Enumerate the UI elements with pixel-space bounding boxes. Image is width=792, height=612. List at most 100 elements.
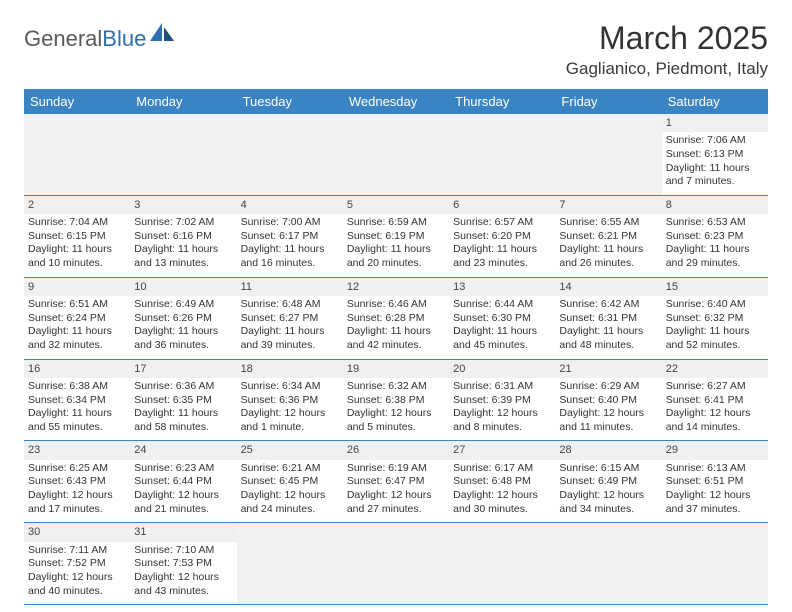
weekday-tue: Tuesday <box>237 89 343 114</box>
day-number: 6 <box>449 196 555 214</box>
calendar-day: 4Sunrise: 7:00 AMSunset: 6:17 PMDaylight… <box>237 196 343 277</box>
sunset-text: Sunset: 6:17 PM <box>241 230 339 244</box>
calendar-body: 1Sunrise: 7:06 AMSunset: 6:13 PMDaylight… <box>24 114 768 605</box>
daylight-text: Daylight: 11 hours and 20 minutes. <box>347 243 445 270</box>
sunset-text: Sunset: 6:48 PM <box>453 475 551 489</box>
sunset-text: Sunset: 6:15 PM <box>28 230 126 244</box>
sunset-text: Sunset: 6:24 PM <box>28 312 126 326</box>
daylight-text: Daylight: 12 hours and 34 minutes. <box>559 489 657 516</box>
daylight-text: Daylight: 11 hours and 39 minutes. <box>241 325 339 352</box>
daylight-text: Daylight: 11 hours and 7 minutes. <box>666 162 764 189</box>
title-block: March 2025 Gaglianico, Piedmont, Italy <box>566 20 768 81</box>
sunrise-text: Sunrise: 6:48 AM <box>241 298 339 312</box>
daylight-text: Daylight: 11 hours and 48 minutes. <box>559 325 657 352</box>
sunrise-text: Sunrise: 6:40 AM <box>666 298 764 312</box>
daylight-text: Daylight: 12 hours and 14 minutes. <box>666 407 764 434</box>
sunset-text: Sunset: 6:30 PM <box>453 312 551 326</box>
day-number: 15 <box>662 278 768 296</box>
sunset-text: Sunset: 6:44 PM <box>134 475 232 489</box>
daylight-text: Daylight: 12 hours and 17 minutes. <box>28 489 126 516</box>
day-number: 26 <box>343 441 449 459</box>
calendar-day-blank <box>662 523 768 604</box>
sunset-text: Sunset: 7:53 PM <box>134 557 232 571</box>
day-number: 13 <box>449 278 555 296</box>
daylight-text: Daylight: 11 hours and 55 minutes. <box>28 407 126 434</box>
sunset-text: Sunset: 6:20 PM <box>453 230 551 244</box>
sunrise-text: Sunrise: 6:44 AM <box>453 298 551 312</box>
calendar-day: 22Sunrise: 6:27 AMSunset: 6:41 PMDayligh… <box>662 360 768 441</box>
sunset-text: Sunset: 6:43 PM <box>28 475 126 489</box>
daylight-text: Daylight: 12 hours and 8 minutes. <box>453 407 551 434</box>
calendar-day: 14Sunrise: 6:42 AMSunset: 6:31 PMDayligh… <box>555 278 661 359</box>
day-number: 30 <box>24 523 130 541</box>
sunrise-text: Sunrise: 6:46 AM <box>347 298 445 312</box>
sunrise-text: Sunrise: 6:34 AM <box>241 380 339 394</box>
sunrise-text: Sunrise: 7:11 AM <box>28 544 126 558</box>
sunrise-text: Sunrise: 6:49 AM <box>134 298 232 312</box>
calendar-week: 2Sunrise: 7:04 AMSunset: 6:15 PMDaylight… <box>24 196 768 278</box>
sunset-text: Sunset: 6:45 PM <box>241 475 339 489</box>
calendar-day: 17Sunrise: 6:36 AMSunset: 6:35 PMDayligh… <box>130 360 236 441</box>
daylight-text: Daylight: 12 hours and 11 minutes. <box>559 407 657 434</box>
daylight-text: Daylight: 11 hours and 23 minutes. <box>453 243 551 270</box>
day-number: 24 <box>130 441 236 459</box>
calendar-day: 24Sunrise: 6:23 AMSunset: 6:44 PMDayligh… <box>130 441 236 522</box>
day-number: 18 <box>237 360 343 378</box>
calendar-week: 16Sunrise: 6:38 AMSunset: 6:34 PMDayligh… <box>24 360 768 442</box>
day-number: 3 <box>130 196 236 214</box>
day-number: 11 <box>237 278 343 296</box>
daylight-text: Daylight: 11 hours and 10 minutes. <box>28 243 126 270</box>
sunset-text: Sunset: 6:19 PM <box>347 230 445 244</box>
daylight-text: Daylight: 11 hours and 29 minutes. <box>666 243 764 270</box>
sunrise-text: Sunrise: 7:06 AM <box>666 134 764 148</box>
sunrise-text: Sunrise: 6:57 AM <box>453 216 551 230</box>
sunset-text: Sunset: 6:31 PM <box>559 312 657 326</box>
calendar-day: 21Sunrise: 6:29 AMSunset: 6:40 PMDayligh… <box>555 360 661 441</box>
calendar-day: 30Sunrise: 7:11 AMSunset: 7:52 PMDayligh… <box>24 523 130 604</box>
day-number: 16 <box>24 360 130 378</box>
sunset-text: Sunset: 6:35 PM <box>134 394 232 408</box>
day-number: 17 <box>130 360 236 378</box>
brand-sail-icon <box>148 21 176 50</box>
daylight-text: Daylight: 12 hours and 27 minutes. <box>347 489 445 516</box>
sunrise-text: Sunrise: 6:15 AM <box>559 462 657 476</box>
sunrise-text: Sunrise: 6:19 AM <box>347 462 445 476</box>
daylight-text: Daylight: 11 hours and 58 minutes. <box>134 407 232 434</box>
calendar-day: 10Sunrise: 6:49 AMSunset: 6:26 PMDayligh… <box>130 278 236 359</box>
sunrise-text: Sunrise: 6:53 AM <box>666 216 764 230</box>
day-number: 2 <box>24 196 130 214</box>
brand-part2: Blue <box>102 26 146 51</box>
brand-logo: GeneralBlue <box>24 26 176 52</box>
calendar-day-blank <box>449 114 555 195</box>
sunset-text: Sunset: 6:47 PM <box>347 475 445 489</box>
calendar-day-blank <box>130 114 236 195</box>
calendar-day: 28Sunrise: 6:15 AMSunset: 6:49 PMDayligh… <box>555 441 661 522</box>
calendar-day: 26 Sunrise: 6:19 AMSunset: 6:47 PMDayligh… <box>343 441 449 522</box>
daylight-text: Daylight: 12 hours and 30 minutes. <box>453 489 551 516</box>
day-number: 23 <box>24 441 130 459</box>
calendar-day: 29Sunrise: 6:13 AMSunset: 6:51 PMDayligh… <box>662 441 768 522</box>
daylight-text: Daylight: 12 hours and 21 minutes. <box>134 489 232 516</box>
daylight-text: Daylight: 12 hours and 40 minutes. <box>28 571 126 598</box>
daylight-text: Daylight: 11 hours and 36 minutes. <box>134 325 232 352</box>
calendar-day: 8Sunrise: 6:53 AMSunset: 6:23 PMDaylight… <box>662 196 768 277</box>
calendar-day: 11 Sunrise: 6:48 AMSunset: 6:27 PMDayligh… <box>237 278 343 359</box>
daylight-text: Daylight: 11 hours and 16 minutes. <box>241 243 339 270</box>
daylight-text: Daylight: 11 hours and 45 minutes. <box>453 325 551 352</box>
sunset-text: Sunset: 6:38 PM <box>347 394 445 408</box>
calendar-day: 27Sunrise: 6:17 AMSunset: 6:48 PMDayligh… <box>449 441 555 522</box>
calendar-day: 18Sunrise: 6:34 AMSunset: 6:36 PMDayligh… <box>237 360 343 441</box>
month-title: March 2025 <box>566 20 768 57</box>
day-number: 10 <box>130 278 236 296</box>
calendar-day: 25Sunrise: 6:21 AMSunset: 6:45 PMDayligh… <box>237 441 343 522</box>
daylight-text: Daylight: 11 hours and 52 minutes. <box>666 325 764 352</box>
calendar-day: 7Sunrise: 6:55 AMSunset: 6:21 PMDaylight… <box>555 196 661 277</box>
sunrise-text: Sunrise: 6:55 AM <box>559 216 657 230</box>
calendar-day: 13 Sunrise: 6:44 AMSunset: 6:30 PMDayligh… <box>449 278 555 359</box>
day-number: 25 <box>237 441 343 459</box>
calendar-week: 1Sunrise: 7:06 AMSunset: 6:13 PMDaylight… <box>24 114 768 196</box>
day-number: 29 <box>662 441 768 459</box>
sunset-text: Sunset: 6:27 PM <box>241 312 339 326</box>
day-number: 20 <box>449 360 555 378</box>
sunrise-text: Sunrise: 6:29 AM <box>559 380 657 394</box>
